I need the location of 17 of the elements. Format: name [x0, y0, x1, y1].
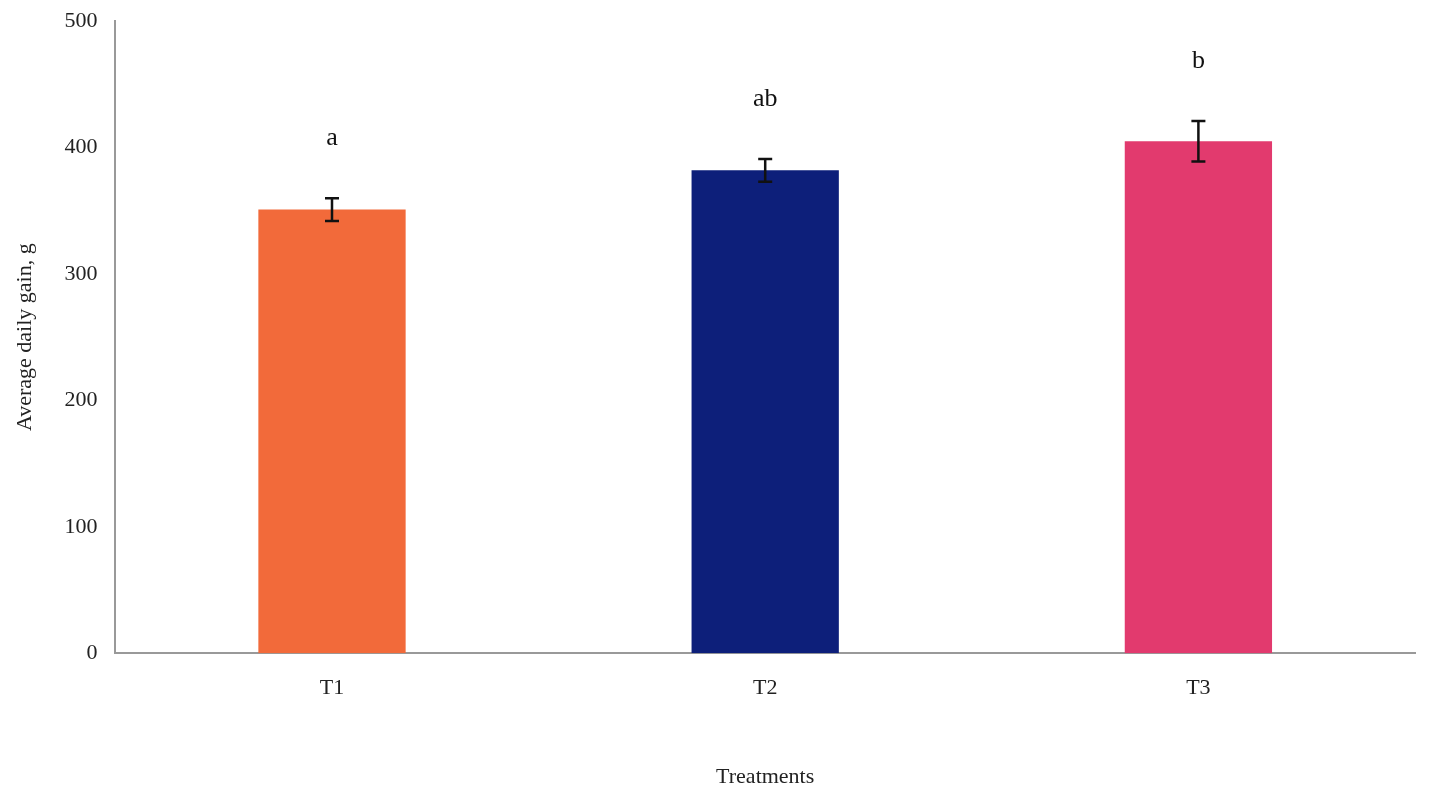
y-tick-label: 200: [64, 386, 98, 412]
annotation: a: [326, 121, 339, 151]
y-axis-title: Average daily gain, g: [10, 243, 36, 432]
x-tick-label: T1: [319, 674, 345, 700]
x-tick-label: T3: [1186, 674, 1211, 700]
y-tick-label: 400: [64, 133, 98, 159]
y-tick-label: 100: [64, 512, 98, 538]
y-tick-label: 0: [86, 638, 98, 664]
bar: [1124, 141, 1273, 654]
y-tick-label: 500: [64, 6, 98, 32]
annotation: ab: [752, 82, 778, 112]
bar: [258, 209, 406, 654]
x-axis-title: Treatments: [716, 762, 815, 788]
annotation: b: [1191, 44, 1205, 74]
bar: [691, 170, 839, 654]
y-tick-label: 300: [64, 259, 98, 285]
x-tick-label: T2: [752, 674, 778, 700]
